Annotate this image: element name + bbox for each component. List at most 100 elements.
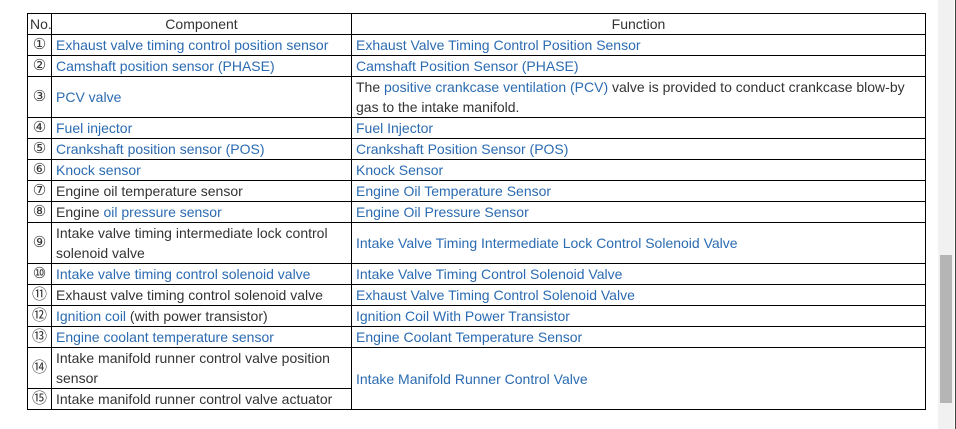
component-cell: Intake manifold runner control valve act… <box>51 388 352 410</box>
component-cell: Exhaust valve timing control position se… <box>51 34 352 56</box>
table-row: ④ Fuel injector Fuel Injector <box>27 117 926 139</box>
table-row: ⑮ Intake manifold runner control valve ac… <box>27 388 926 410</box>
row-number: ⑧ <box>27 201 52 223</box>
hyperlink-text[interactable]: Intake Valve Timing Intermediate Lock Co… <box>356 235 738 251</box>
header-no: No. <box>27 13 52 35</box>
component-cell: Exhaust valve timing control solenoid va… <box>51 284 352 306</box>
function-cell: Exhaust Valve Timing Control Solenoid Va… <box>351 284 926 306</box>
row-number: ⑩ <box>27 263 52 285</box>
hyperlink-text[interactable]: Knock sensor <box>56 162 141 178</box>
component-cell: Engine coolant temperature sensor <box>51 326 352 348</box>
component-cell: Engine oil pressure sensor <box>51 201 352 223</box>
table-row: ① Exhaust valve timing control position s… <box>27 34 926 56</box>
hyperlink-text[interactable]: Engine coolant temperature sensor <box>56 329 274 345</box>
static-text: Engine oil temperature sensor <box>56 183 243 199</box>
hyperlink-text[interactable]: Engine Oil Pressure Sensor <box>356 204 529 220</box>
component-cell: Ignition coil (with power transistor) <box>51 305 352 327</box>
header-component: Component <box>51 13 352 35</box>
function-cell: Intake Valve Timing Intermediate Lock Co… <box>351 222 926 264</box>
row-number: ⑭ <box>27 347 52 389</box>
function-cell: Engine Oil Pressure Sensor <box>351 201 926 223</box>
component-cell: PCV valve <box>51 76 352 118</box>
component-function-table: No. Component Function ① Exhaust valve ti… <box>27 13 926 410</box>
row-number: ⑮ <box>27 388 52 410</box>
function-cell: Camshaft Position Sensor (PHASE) <box>351 55 926 77</box>
row-number: ⑨ <box>27 222 52 264</box>
function-cell: Intake Manifold Runner Control Valve <box>351 347 926 410</box>
row-number: ⑬ <box>27 326 52 348</box>
function-cell: Knock Sensor <box>351 159 926 181</box>
table-row: ⑨ Intake valve timing intermediate lock c… <box>27 222 926 264</box>
hyperlink-text[interactable]: Crankshaft Position Sensor (POS) <box>356 141 569 157</box>
static-text: Engine <box>56 204 104 220</box>
hyperlink-text[interactable]: Engine Coolant Temperature Sensor <box>356 329 583 345</box>
component-cell: Intake valve timing control solenoid val… <box>51 263 352 285</box>
component-table-body: ① Exhaust valve timing control position s… <box>27 34 926 410</box>
row-number: ① <box>27 34 52 56</box>
table-row: ⑩ Intake valve timing control solenoid va… <box>27 263 926 285</box>
hyperlink-text[interactable]: Knock Sensor <box>356 162 444 178</box>
table-row: ⑥ Knock sensor Knock Sensor <box>27 159 926 181</box>
function-cell: Crankshaft Position Sensor (POS) <box>351 138 926 160</box>
static-text: valve is provided to conduct crankcase b… <box>356 79 905 115</box>
static-text: Intake valve timing intermediate lock co… <box>56 225 328 261</box>
row-number: ② <box>27 55 52 77</box>
hyperlink-text[interactable]: Ignition coil <box>56 308 127 324</box>
static-text: Intake manifold runner control valve act… <box>56 391 333 407</box>
static-text: Intake manifold runner control valve pos… <box>56 350 330 386</box>
function-cell: Exhaust Valve Timing Control Position Se… <box>351 34 926 56</box>
table-row: ③ PCV valve The positive crankcase ventila… <box>27 76 926 118</box>
scrollbar-thumb[interactable] <box>940 255 952 403</box>
table-row: ⑭ Intake manifold runner control valve po… <box>27 347 926 410</box>
hyperlink-text[interactable]: oil pressure sensor <box>103 204 222 220</box>
table-row: ⑫ Ignition coil (with power transistor) Ig… <box>27 305 926 327</box>
row-number: ⑦ <box>27 180 52 202</box>
table-row: ⑧ Engine oil pressure sensor Engine Oil Pr… <box>27 201 926 223</box>
function-cell: The positive crankcase ventilation (PCV)… <box>351 76 926 118</box>
table-row: ⑪ Exhaust valve timing control solenoid v… <box>27 284 926 306</box>
component-cell: Fuel injector <box>51 117 352 139</box>
row-number: ⑤ <box>27 138 52 160</box>
component-cell: Intake manifold runner control valve pos… <box>51 347 352 389</box>
hyperlink-text[interactable]: Ignition Coil With Power Transistor <box>356 308 570 324</box>
row-number: ⑫ <box>27 305 52 327</box>
hyperlink-text[interactable]: PCV valve <box>56 89 122 105</box>
component-cell: Crankshaft position sensor (POS) <box>51 138 352 160</box>
function-cell: Fuel Injector <box>351 117 926 139</box>
static-text: The <box>356 79 385 95</box>
hyperlink-text[interactable]: Camshaft position sensor (PHASE) <box>56 58 275 74</box>
hyperlink-text[interactable]: Intake Manifold Runner Control Valve <box>356 370 588 387</box>
component-cell: Engine oil temperature sensor <box>51 180 352 202</box>
table-row: ② Camshaft position sensor (PHASE) Camshaf… <box>27 55 926 77</box>
function-cell: Ignition Coil With Power Transistor <box>351 305 926 327</box>
static-text: (with power transistor) <box>126 308 268 324</box>
hyperlink-text[interactable]: Crankshaft position sensor (POS) <box>56 141 265 157</box>
hyperlink-text[interactable]: Engine Oil Temperature Sensor <box>356 183 552 199</box>
hyperlink-text[interactable]: Fuel injector <box>56 120 133 136</box>
component-cell: Knock sensor <box>51 159 352 181</box>
component-cell: Intake valve timing intermediate lock co… <box>51 222 352 264</box>
hyperlink-text[interactable]: Fuel Injector <box>356 120 434 136</box>
table-row: ⑦ Engine oil temperature sensor Engine Oil… <box>27 180 926 202</box>
function-cell: Engine Oil Temperature Sensor <box>351 180 926 202</box>
row-number: ③ <box>27 76 52 118</box>
table-row: ⑤ Crankshaft position sensor (POS) Cranksh… <box>27 138 926 160</box>
component-cell: Camshaft position sensor (PHASE) <box>51 55 352 77</box>
vertical-scrollbar[interactable] <box>938 0 954 429</box>
hyperlink-text[interactable]: Exhaust Valve Timing Control Position Se… <box>356 37 641 53</box>
function-cell: Intake Valve Timing Control Solenoid Val… <box>351 263 926 285</box>
hyperlink-text[interactable]: Intake valve timing control solenoid val… <box>56 266 311 282</box>
hyperlink-text[interactable]: Intake Valve Timing Control Solenoid Val… <box>356 266 623 282</box>
table-header-row: No. Component Function <box>27 13 926 35</box>
row-number: ④ <box>27 117 52 139</box>
row-number: ⑥ <box>27 159 52 181</box>
row-number: ⑪ <box>27 284 52 306</box>
hyperlink-text[interactable]: Exhaust valve timing control position se… <box>56 37 329 53</box>
table-row: ⑬ Engine coolant temperature sensor Engine… <box>27 326 926 348</box>
hyperlink-text[interactable]: Camshaft Position Sensor (PHASE) <box>356 58 579 74</box>
function-cell: Engine Coolant Temperature Sensor <box>351 326 926 348</box>
hyperlink-text[interactable]: positive crankcase ventilation (PCV) <box>384 79 609 95</box>
hyperlink-text[interactable]: Exhaust Valve Timing Control Solenoid Va… <box>356 287 635 303</box>
static-text: Exhaust valve timing control solenoid va… <box>56 287 323 303</box>
